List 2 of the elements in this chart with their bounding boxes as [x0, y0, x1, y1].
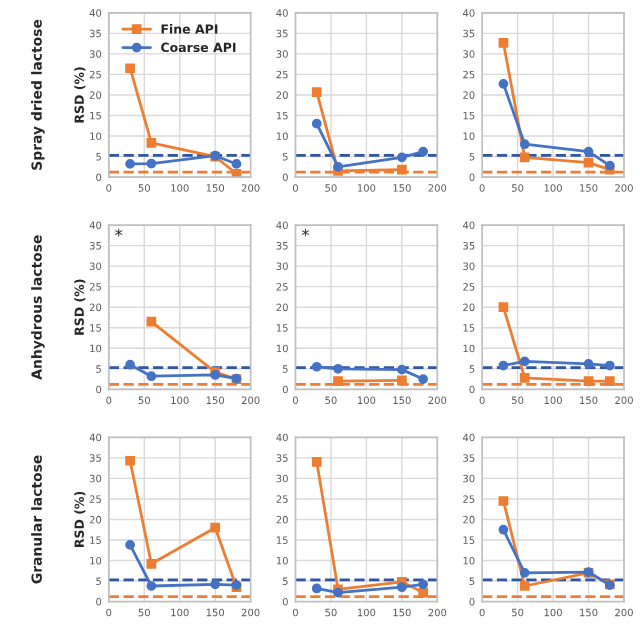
annotation: *	[301, 228, 310, 237]
annotation: *	[115, 228, 123, 237]
